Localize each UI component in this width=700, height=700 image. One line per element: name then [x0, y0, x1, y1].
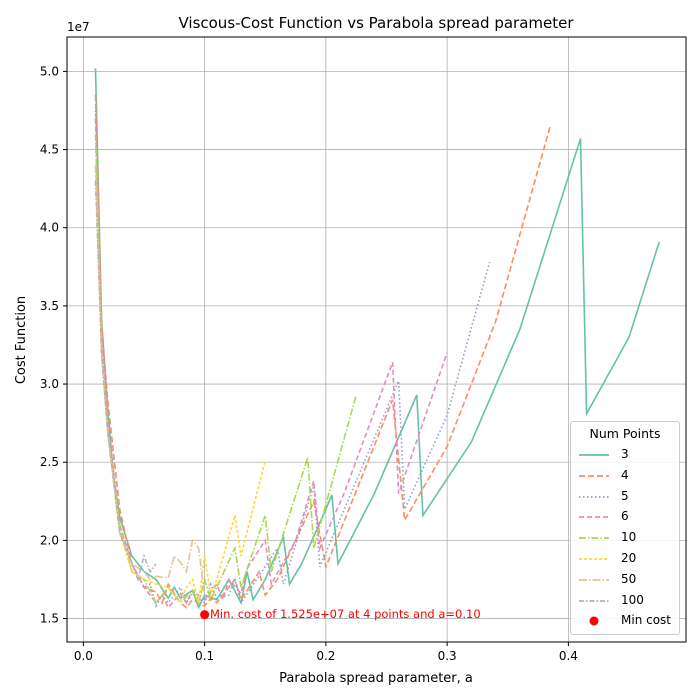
x-axis-label: Parabola spread parameter, a [279, 671, 473, 686]
legend-item-4: 4 [577, 467, 677, 485]
series-line-50 [94, 165, 206, 596]
series-line-5 [94, 110, 491, 609]
legend-swatch [579, 537, 609, 540]
legend-swatch [579, 599, 609, 602]
legend-swatch [579, 495, 609, 498]
min-marker-group [200, 610, 210, 620]
legend-label: 100 [621, 592, 644, 607]
legend-swatch [589, 616, 599, 626]
legend-swatch [579, 578, 609, 581]
series-line-4 [94, 94, 551, 609]
plot-frame [66, 36, 687, 643]
y-tick-label: 2.5 [40, 455, 59, 469]
y-tick-label: 3.0 [40, 377, 59, 391]
legend-label: 50 [621, 571, 637, 586]
y-tick-label: 2.0 [40, 533, 59, 547]
legend-label: 20 [621, 551, 637, 565]
legend-swatch [579, 474, 609, 477]
legend-item-3: 3 [577, 446, 677, 464]
legend-label: 6 [621, 509, 629, 524]
legend-item-min-cost: Min cost [577, 612, 677, 630]
x-tick-label: 0.4 [559, 649, 578, 663]
y-tick-label: 5.0 [40, 64, 59, 78]
legend-label: 5 [621, 488, 629, 503]
x-tick-label: 0.1 [195, 649, 214, 663]
grid [67, 37, 686, 642]
legend-item-5: 5 [577, 488, 677, 506]
legend-item-6: 6 [577, 508, 677, 526]
y-axis-label: Cost Function [14, 296, 29, 384]
x-tick-label: 0.2 [316, 649, 335, 663]
x-tick-label: 0.0 [74, 649, 93, 663]
legend-item-10: 10 [577, 529, 677, 547]
series-line-100 [94, 180, 157, 583]
min-cost-point [200, 610, 210, 620]
legend-label: Min cost [621, 613, 672, 628]
legend-item-100: 100 [577, 592, 677, 610]
legend-item-20: 20 [577, 550, 677, 568]
legend-title: Num Points [589, 426, 661, 441]
y-tick-label: 1.5 [40, 612, 59, 626]
y-tick-label: 4.5 [40, 143, 59, 157]
legend-item-50: 50 [577, 571, 677, 589]
chart-title: Viscous-Cost Function vs Parabola spread… [178, 14, 574, 32]
axis-ticks: 0.0 0.1 0.2 0.3 0.4 1.5 2.0 2.5 3.0 3.5 4.0 4.5 5.0 [40, 64, 578, 663]
legend-swatch [579, 558, 609, 560]
legend-swatch [579, 454, 609, 456]
series-group [94, 68, 661, 610]
y-tick-label: 3.5 [40, 299, 59, 313]
legend-label: 3 [621, 447, 629, 461]
legend-label: 4 [621, 467, 629, 482]
series-line-6 [94, 118, 448, 610]
x-tick-label: 0.3 [438, 649, 457, 663]
series-line-10 [94, 133, 357, 606]
min-cost-annotation: Min. cost of 1.525e+07 at 4 points and a… [210, 607, 481, 621]
y-tick-label: 4.0 [40, 221, 59, 235]
y-offset-label: 1e7 [67, 20, 90, 34]
legend-label: 10 [621, 530, 637, 545]
legend-swatch [579, 516, 609, 519]
legend: Num Points 3 4 5 6 10 20 50 100 Min cost [570, 421, 680, 635]
